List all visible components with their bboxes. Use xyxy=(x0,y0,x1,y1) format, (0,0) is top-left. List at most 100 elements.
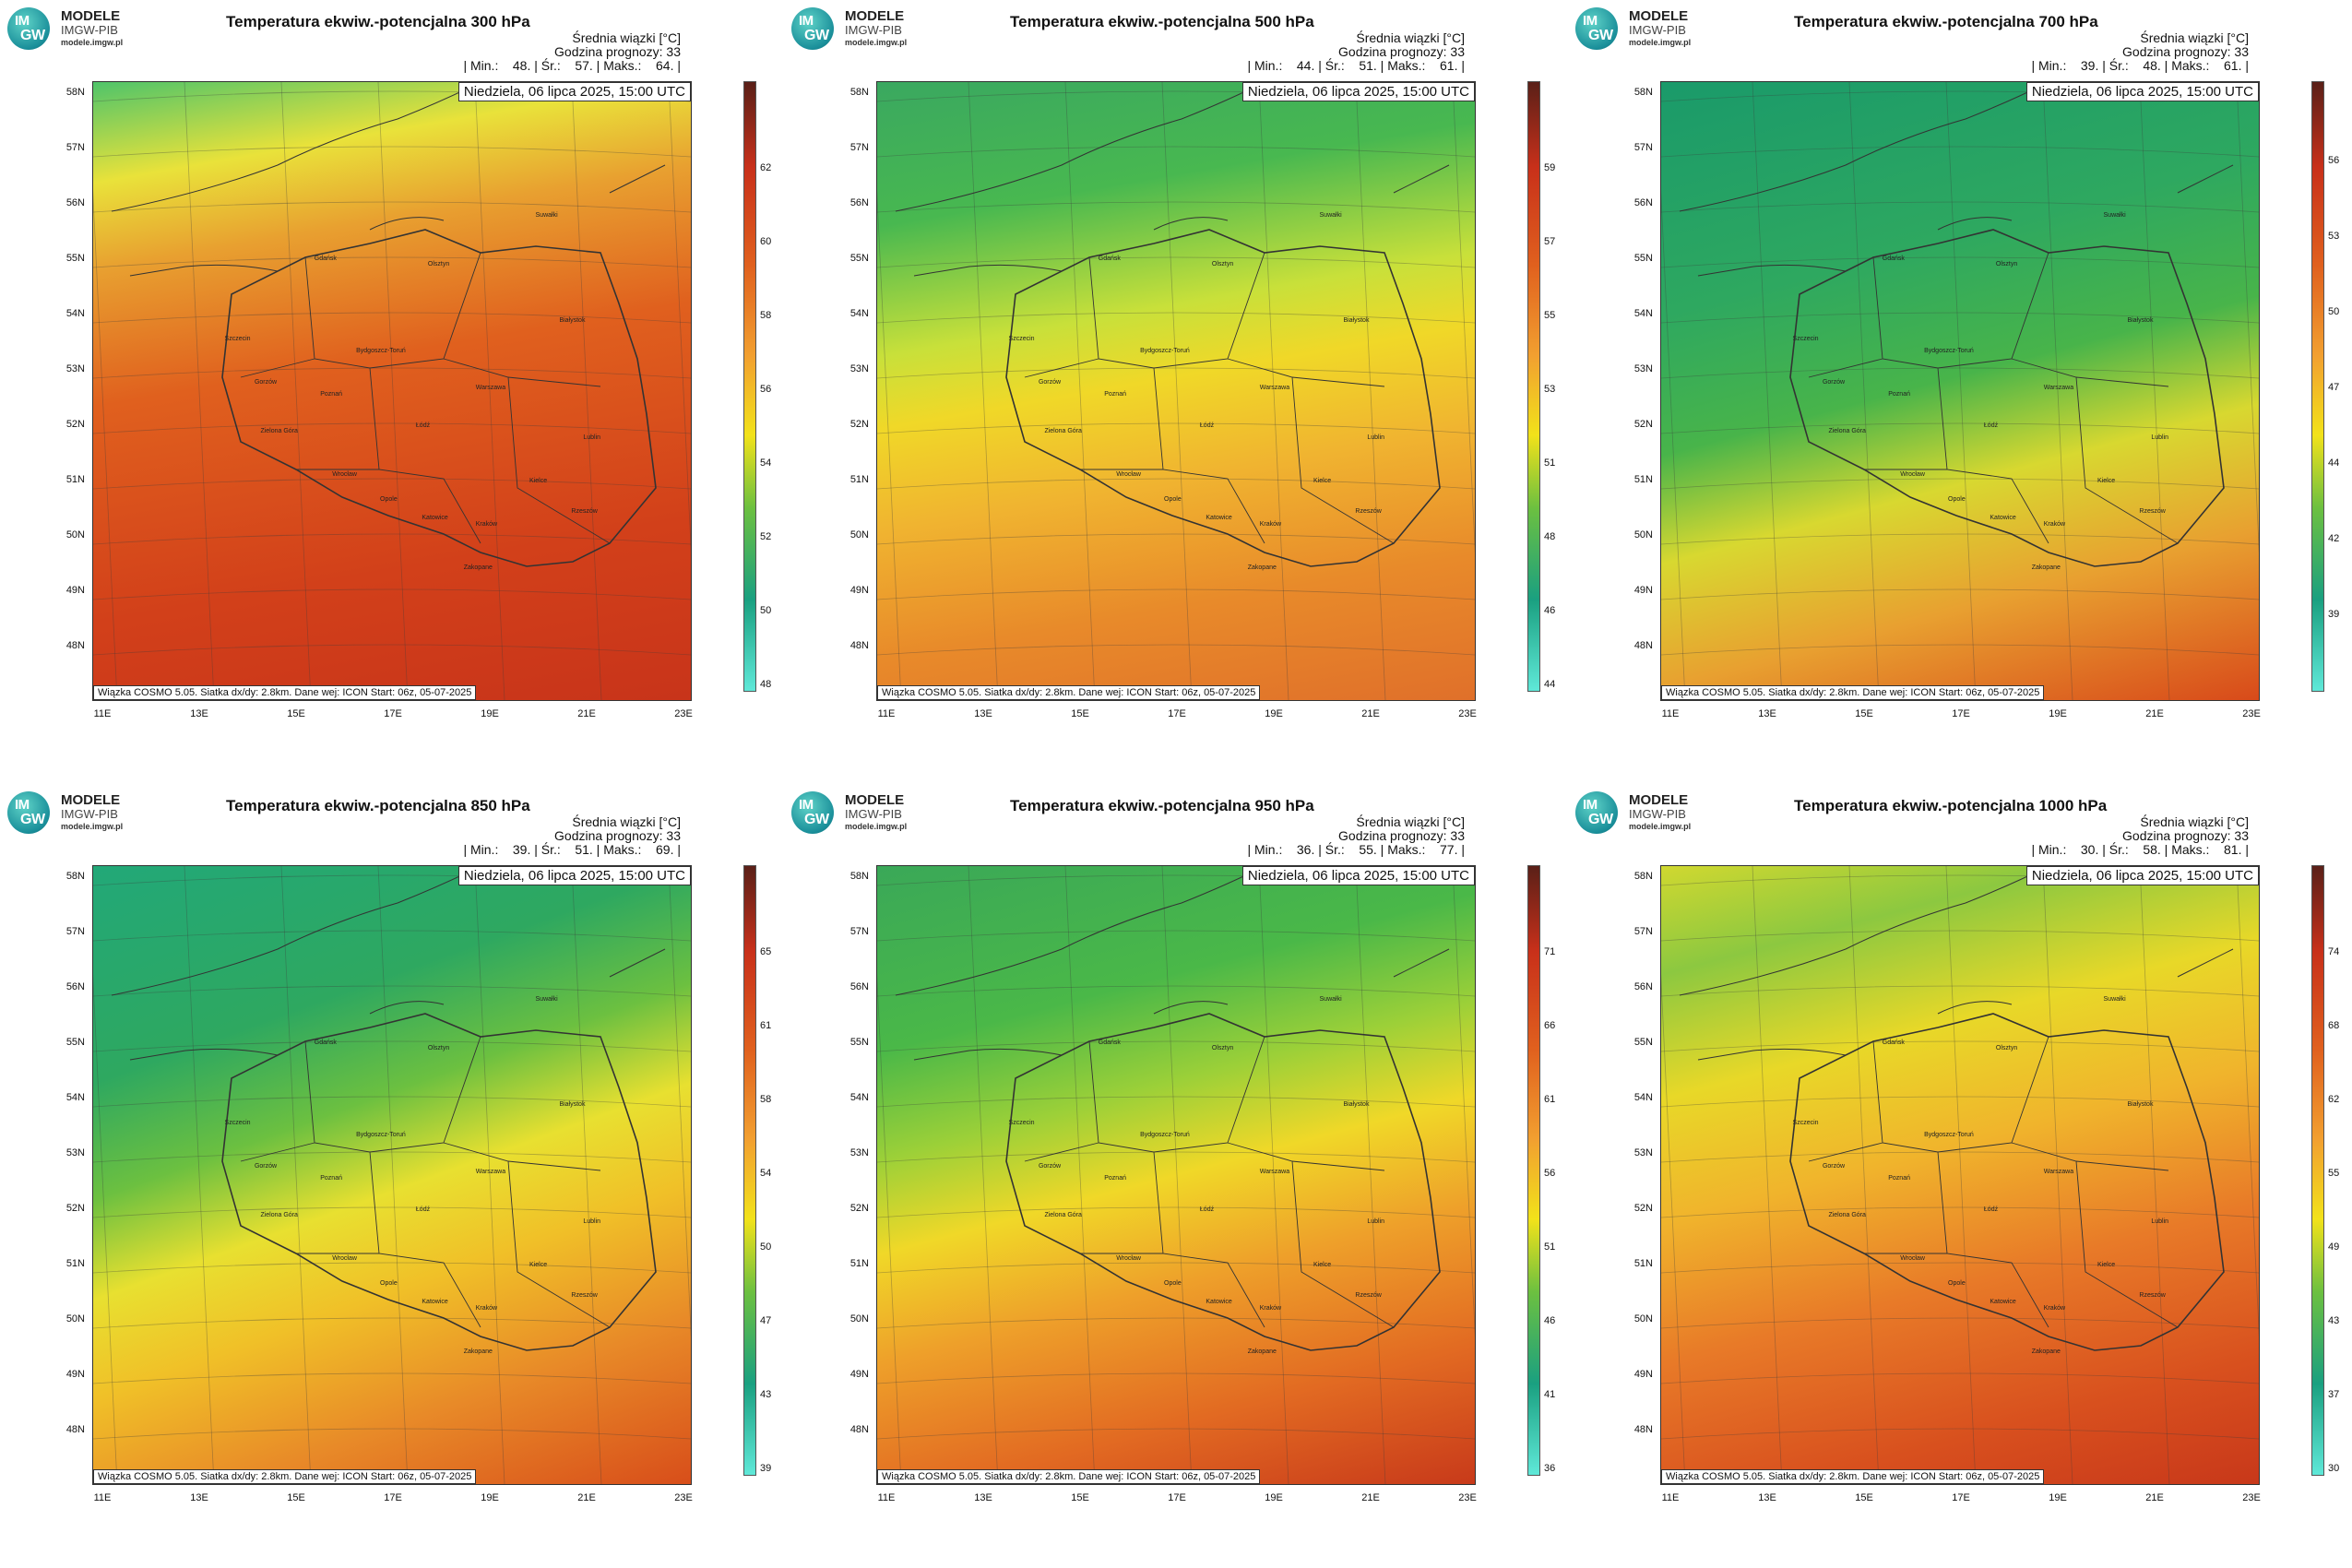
valid-date: Niedziela, 06 lipca 2025, 15:00 UTC xyxy=(2025,82,2259,101)
colorbar xyxy=(743,865,756,1476)
latitude-gridline xyxy=(1661,985,2259,997)
latitude-gridline xyxy=(877,1262,1475,1274)
logo-badge-text: GW xyxy=(20,812,45,827)
logo-badge-text: GW xyxy=(804,28,829,43)
latitude-label: 51N xyxy=(849,1258,869,1269)
city-label: Kraków xyxy=(1259,1304,1282,1312)
longitude-gridline xyxy=(93,974,118,1484)
longitude-gridline xyxy=(1661,190,1686,700)
colorbar-label: 44 xyxy=(1544,679,1556,690)
latitude-label: 55N xyxy=(1633,253,1653,264)
latitude-gridline xyxy=(93,985,691,997)
latitude-gridline xyxy=(93,422,691,434)
city-label: Lublin xyxy=(1367,1218,1385,1225)
colorbar-label: 55 xyxy=(1544,310,1556,321)
city-label: Rzeszów xyxy=(1355,1292,1382,1300)
map-overlay xyxy=(877,866,1475,1484)
city-label: Szczecin xyxy=(1792,1119,1819,1126)
valid-date: Niedziela, 06 lipca 2025, 15:00 UTC xyxy=(1241,82,1475,101)
panel-title: Temperatura ekwiw.-potencjalna 500 hPa xyxy=(1010,13,1314,30)
longitude-gridline xyxy=(377,82,409,700)
latitude-gridline xyxy=(877,478,1475,490)
colorbar-label: 59 xyxy=(1544,162,1556,173)
colorbar-label: 56 xyxy=(760,384,772,395)
logo-badge-text: GW xyxy=(1588,28,1613,43)
latitude-label: 48N xyxy=(1633,640,1653,651)
city-label: Zielona Góra xyxy=(1044,428,1082,435)
latitude-label: 53N xyxy=(849,1147,869,1158)
latitude-gridline xyxy=(93,644,691,656)
colorbar-label: 54 xyxy=(760,457,772,469)
longitude-label: 23E xyxy=(674,708,693,719)
city-label: Olsztyn xyxy=(1995,261,2018,268)
forecast-hour: Godzina prognozy: 33 xyxy=(554,828,681,843)
temperature-map: Gdańsk Olsztyn Suwałki Szczecin Bydgoszcz-To… xyxy=(92,865,692,1485)
stats-header: Średnia wiązki [°C] xyxy=(2140,30,2249,45)
latitude-gridline xyxy=(93,1206,691,1218)
longitude-label: 13E xyxy=(974,708,992,719)
city-label: Poznań xyxy=(320,1175,342,1182)
longitude-gridline xyxy=(280,866,312,1484)
coastline xyxy=(895,866,1450,1061)
latitude-gridline xyxy=(1661,1096,2259,1108)
imgw-logo: IM GW MODELE IMGW-PIB modele.imgw.pl xyxy=(1575,791,1714,836)
colorbar-label: 58 xyxy=(760,310,772,321)
map-overlay xyxy=(1661,866,2259,1484)
city-label: Łódź xyxy=(1983,422,1999,429)
longitude-gridline xyxy=(1848,82,1880,700)
city-label: Gdańsk xyxy=(1882,255,1905,262)
colorbar-label: 52 xyxy=(760,531,772,542)
latitude-gridline xyxy=(1661,201,2259,213)
imgw-logo: IM GW MODELE IMGW-PIB modele.imgw.pl xyxy=(7,7,146,52)
longitude-gridline xyxy=(1848,866,1880,1484)
stats-values: | Min.: 39. | Śr.: 51. | Maks.: 69. | xyxy=(463,842,681,857)
longitude-label: 23E xyxy=(674,1492,693,1503)
logo-line1: MODELE xyxy=(845,8,905,24)
city-label: Zakopane xyxy=(463,564,493,571)
longitude-label: 21E xyxy=(1361,708,1380,719)
colorbar-label: 60 xyxy=(760,236,772,247)
map-overlay xyxy=(93,866,691,1484)
forecast-hour: Godzina prognozy: 33 xyxy=(2122,828,2249,843)
latitude-gridline xyxy=(877,367,1475,379)
city-label: Wrocław xyxy=(1900,1255,1925,1263)
longitude-gridline xyxy=(1452,82,1475,553)
city-label: Zakopane xyxy=(1247,564,1277,571)
country-border xyxy=(221,229,657,567)
logo-badge-text: GW xyxy=(20,28,45,43)
region-borders xyxy=(240,252,611,544)
imgw-badge-icon: IM GW xyxy=(791,7,834,50)
latitude-label: 50N xyxy=(849,529,869,540)
coastline xyxy=(111,866,666,1061)
longitude-gridline xyxy=(2139,866,2170,1484)
latitude-gridline xyxy=(1661,644,2259,656)
longitude-label: 23E xyxy=(2242,1492,2261,1503)
latitude-gridline xyxy=(877,422,1475,434)
latitude-label: 57N xyxy=(65,142,85,153)
city-label: Szczecin xyxy=(1792,335,1819,342)
latitude-label: 56N xyxy=(1633,981,1653,992)
longitude-gridline xyxy=(377,866,409,1484)
city-label: Suwałki xyxy=(2103,995,2126,1003)
latitude-label: 54N xyxy=(849,308,869,319)
latitude-gridline xyxy=(1661,1428,2259,1440)
colorbar-label: 50 xyxy=(2328,306,2340,317)
longitude-label: 13E xyxy=(1758,1492,1776,1503)
latitude-gridline xyxy=(93,367,691,379)
city-label: Opole xyxy=(1948,495,1966,503)
city-label: Suwałki xyxy=(535,211,558,219)
logo-url: modele.imgw.pl xyxy=(845,822,908,831)
latitude-label: 52N xyxy=(849,1203,869,1214)
logo-line2: IMGW-PIB xyxy=(1629,23,1686,37)
latitude-label: 55N xyxy=(65,253,85,264)
latitude-label: 50N xyxy=(1633,529,1653,540)
city-label: Bydgoszcz-Toruń xyxy=(356,1132,406,1139)
city-label: Białystok xyxy=(559,316,586,324)
latitude-gridline xyxy=(877,1317,1475,1329)
forecast-panel: IM GW MODELE IMGW-PIB modele.imgw.pl Temperat… xyxy=(784,0,1568,784)
longitude-gridline xyxy=(1661,974,1686,1484)
valid-date: Niedziela, 06 lipca 2025, 15:00 UTC xyxy=(1241,866,1475,885)
colorbar-label: 48 xyxy=(760,679,772,690)
latitude-label: 51N xyxy=(1633,1258,1653,1269)
city-label: Gorzów xyxy=(1038,378,1062,386)
